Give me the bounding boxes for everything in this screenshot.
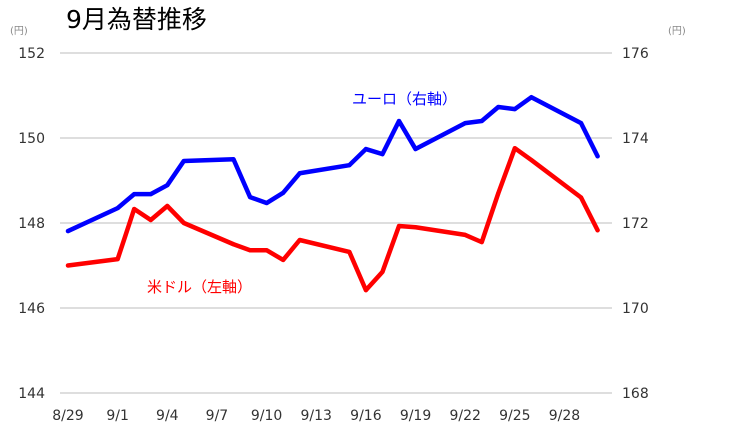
usd-data-point [496, 191, 501, 196]
eur-data-point [165, 183, 170, 188]
eur-data-point [132, 192, 137, 197]
eur-data-point [380, 152, 385, 157]
usd-data-point [115, 257, 120, 262]
eur-data-point [347, 163, 352, 168]
x-tick-label: 9/16 [350, 408, 382, 424]
x-tick-label: 9/7 [206, 408, 229, 424]
eur-series-line [65, 94, 600, 234]
eur-data-point [297, 171, 302, 176]
usd-series-label: 米ドル（左軸） [147, 278, 252, 296]
x-tick-label: 8/29 [52, 408, 83, 424]
eur-data-point [496, 104, 501, 109]
usd-data-point [512, 146, 517, 151]
left-tick-label: 148 [18, 216, 45, 232]
eur-data-point [248, 195, 253, 200]
usd-data-point [595, 228, 600, 233]
eur-data-point [231, 157, 236, 162]
x-tick-label: 9/1 [106, 408, 129, 424]
eur-data-point [115, 206, 120, 211]
usd-data-point [231, 242, 236, 247]
left-tick-label: 150 [18, 131, 45, 147]
right-tick-label: 176 [622, 46, 649, 62]
x-tick-label: 9/25 [499, 408, 530, 424]
usd-data-point [413, 225, 418, 230]
x-tick-label: 9/13 [301, 408, 332, 424]
eur-data-point [512, 107, 517, 112]
eur-data-point [148, 192, 153, 197]
usd-data-point [248, 248, 253, 253]
eur-series-label: ユーロ（右軸） [352, 90, 457, 108]
eur-data-point [413, 147, 418, 152]
eur-data-point [579, 121, 584, 126]
usd-data-point [380, 269, 385, 274]
usd-data-point [148, 218, 153, 223]
usd-data-point [579, 195, 584, 200]
x-tick-label: 9/4 [156, 408, 179, 424]
usd-data-point [264, 248, 269, 253]
right-tick-label: 172 [622, 216, 649, 232]
x-tick-label: 9/28 [549, 408, 580, 424]
usd-data-point [463, 232, 468, 237]
usd-data-point [397, 223, 401, 228]
right-tick-label: 170 [622, 301, 649, 317]
eur-data-point [66, 229, 70, 234]
left-tick-label: 144 [18, 386, 45, 402]
usd-data-point [181, 221, 186, 225]
usd-data-point [529, 158, 534, 163]
eur-data-point [479, 119, 484, 123]
usd-data-point [132, 206, 137, 211]
right-tick-label: 174 [622, 131, 649, 147]
usd-data-point [347, 249, 352, 254]
eur-data-point [397, 119, 401, 123]
eur-data-point [264, 201, 269, 206]
x-tick-label: 9/19 [400, 408, 431, 424]
eur-data-point [363, 147, 368, 152]
eur-data-point [181, 158, 186, 163]
chart-title: 9月為替推移 [66, 5, 207, 34]
usd-data-point [297, 238, 302, 242]
right-tick-label: 168 [622, 386, 649, 402]
x-tick-label: 9/22 [449, 408, 480, 424]
usd-data-point [165, 204, 170, 208]
usd-data-point [281, 257, 286, 262]
eur-data-point [529, 95, 534, 100]
usd-data-point [363, 288, 368, 293]
left-tick-label: 152 [18, 46, 45, 62]
eur-data-point [595, 154, 600, 159]
left-axis-unit: (円) [10, 26, 28, 37]
eur-data-point [281, 190, 286, 195]
usd-data-point [479, 240, 484, 245]
usd-data-point [66, 263, 70, 268]
left-tick-label: 146 [18, 301, 45, 317]
eur-data-point [463, 121, 468, 126]
right-axis-unit: (円) [668, 26, 686, 37]
x-tick-label: 9/10 [251, 408, 282, 424]
